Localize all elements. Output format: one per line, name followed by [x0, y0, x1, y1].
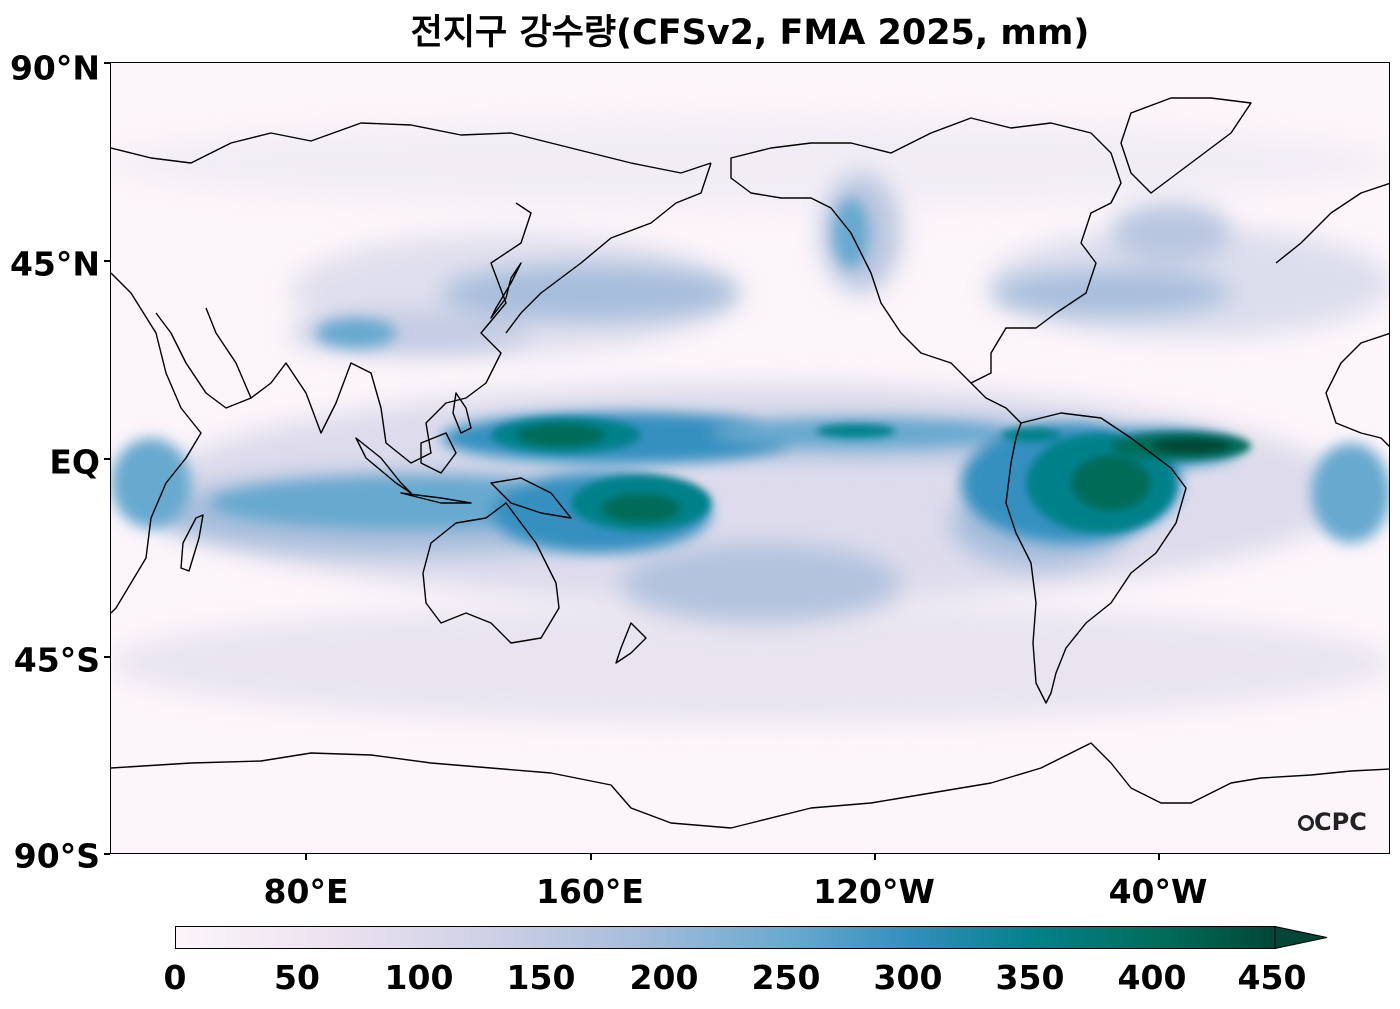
lat-tick	[104, 62, 110, 64]
map-canvas	[111, 63, 1389, 853]
greenland-coastline	[1120, 97, 1252, 194]
colorbar-label: 300	[873, 958, 943, 997]
precipitation-field	[111, 118, 1389, 723]
coastlines	[111, 97, 1389, 829]
africa-coastline	[111, 272, 202, 614]
cpc-logo-text: CPC	[1314, 808, 1367, 836]
sumatra-coastline	[355, 437, 412, 494]
colorbar-extend-arrow	[1274, 925, 1328, 950]
philippines-coastline	[452, 392, 472, 434]
colorbar-svg	[175, 925, 1328, 950]
lon-label-40w: 40°W	[1108, 872, 1208, 911]
cpc-logo: CPC	[1298, 808, 1367, 836]
colorbar-label: 100	[384, 958, 454, 997]
new-zealand-coastline	[615, 622, 647, 664]
colorbar-label: 400	[1117, 958, 1187, 997]
europe-coastline	[1275, 182, 1389, 264]
south-america-coastline	[1005, 412, 1187, 704]
australia-coastline	[422, 502, 560, 644]
colorbar-label: 50	[274, 958, 320, 997]
cpc-logo-mark	[1298, 815, 1314, 831]
lon-label-120w: 120°W	[813, 872, 935, 911]
lat-tick	[104, 458, 110, 460]
lon-tick	[305, 854, 307, 860]
lon-label-80e: 80°E	[263, 872, 349, 911]
arabia-coastline	[155, 307, 252, 409]
west-africa-coastline	[1325, 332, 1389, 447]
india-coastline	[250, 202, 532, 464]
precipitation-map	[110, 62, 1390, 854]
borneo-coastline	[420, 432, 457, 474]
north-america-coastline	[730, 117, 1122, 384]
map-title: 전지구 강수량(CFSv2, FMA 2025, mm)	[410, 13, 1090, 53]
antarctica-coastline	[111, 742, 1389, 829]
lat-tick	[104, 853, 110, 855]
lat-tick	[104, 260, 110, 262]
colorbar-label: 0	[163, 958, 187, 997]
lat-label-eq: EQ	[49, 442, 100, 482]
lon-label-160e: 160°E	[536, 872, 644, 911]
lat-label-45s: 45°S	[13, 640, 100, 680]
lat-label-90n: 90°N	[9, 48, 100, 88]
eurasia-arctic-coastline	[111, 122, 712, 174]
lon-tick	[1158, 854, 1160, 860]
java-coastline	[400, 492, 472, 504]
russia-fareast-coastline	[505, 162, 712, 334]
lon-tick	[590, 854, 592, 860]
colorbar-label: 200	[629, 958, 699, 997]
colorbar-label: 350	[995, 958, 1065, 997]
colorbar-label: 150	[506, 958, 576, 997]
japan-coastline	[490, 262, 522, 319]
lat-tick	[104, 656, 110, 658]
colorbar	[175, 925, 1330, 960]
colorbar-gradient	[175, 926, 1276, 949]
lat-label-45n: 45°N	[9, 244, 100, 284]
lon-tick	[874, 854, 876, 860]
central-america-coastline	[970, 382, 1022, 424]
colorbar-label: 250	[751, 958, 821, 997]
colorbar-label: 450	[1237, 958, 1307, 997]
lat-label-90s: 90°S	[13, 836, 100, 876]
new-guinea-coastline	[490, 477, 572, 519]
madagascar-coastline	[180, 514, 204, 572]
